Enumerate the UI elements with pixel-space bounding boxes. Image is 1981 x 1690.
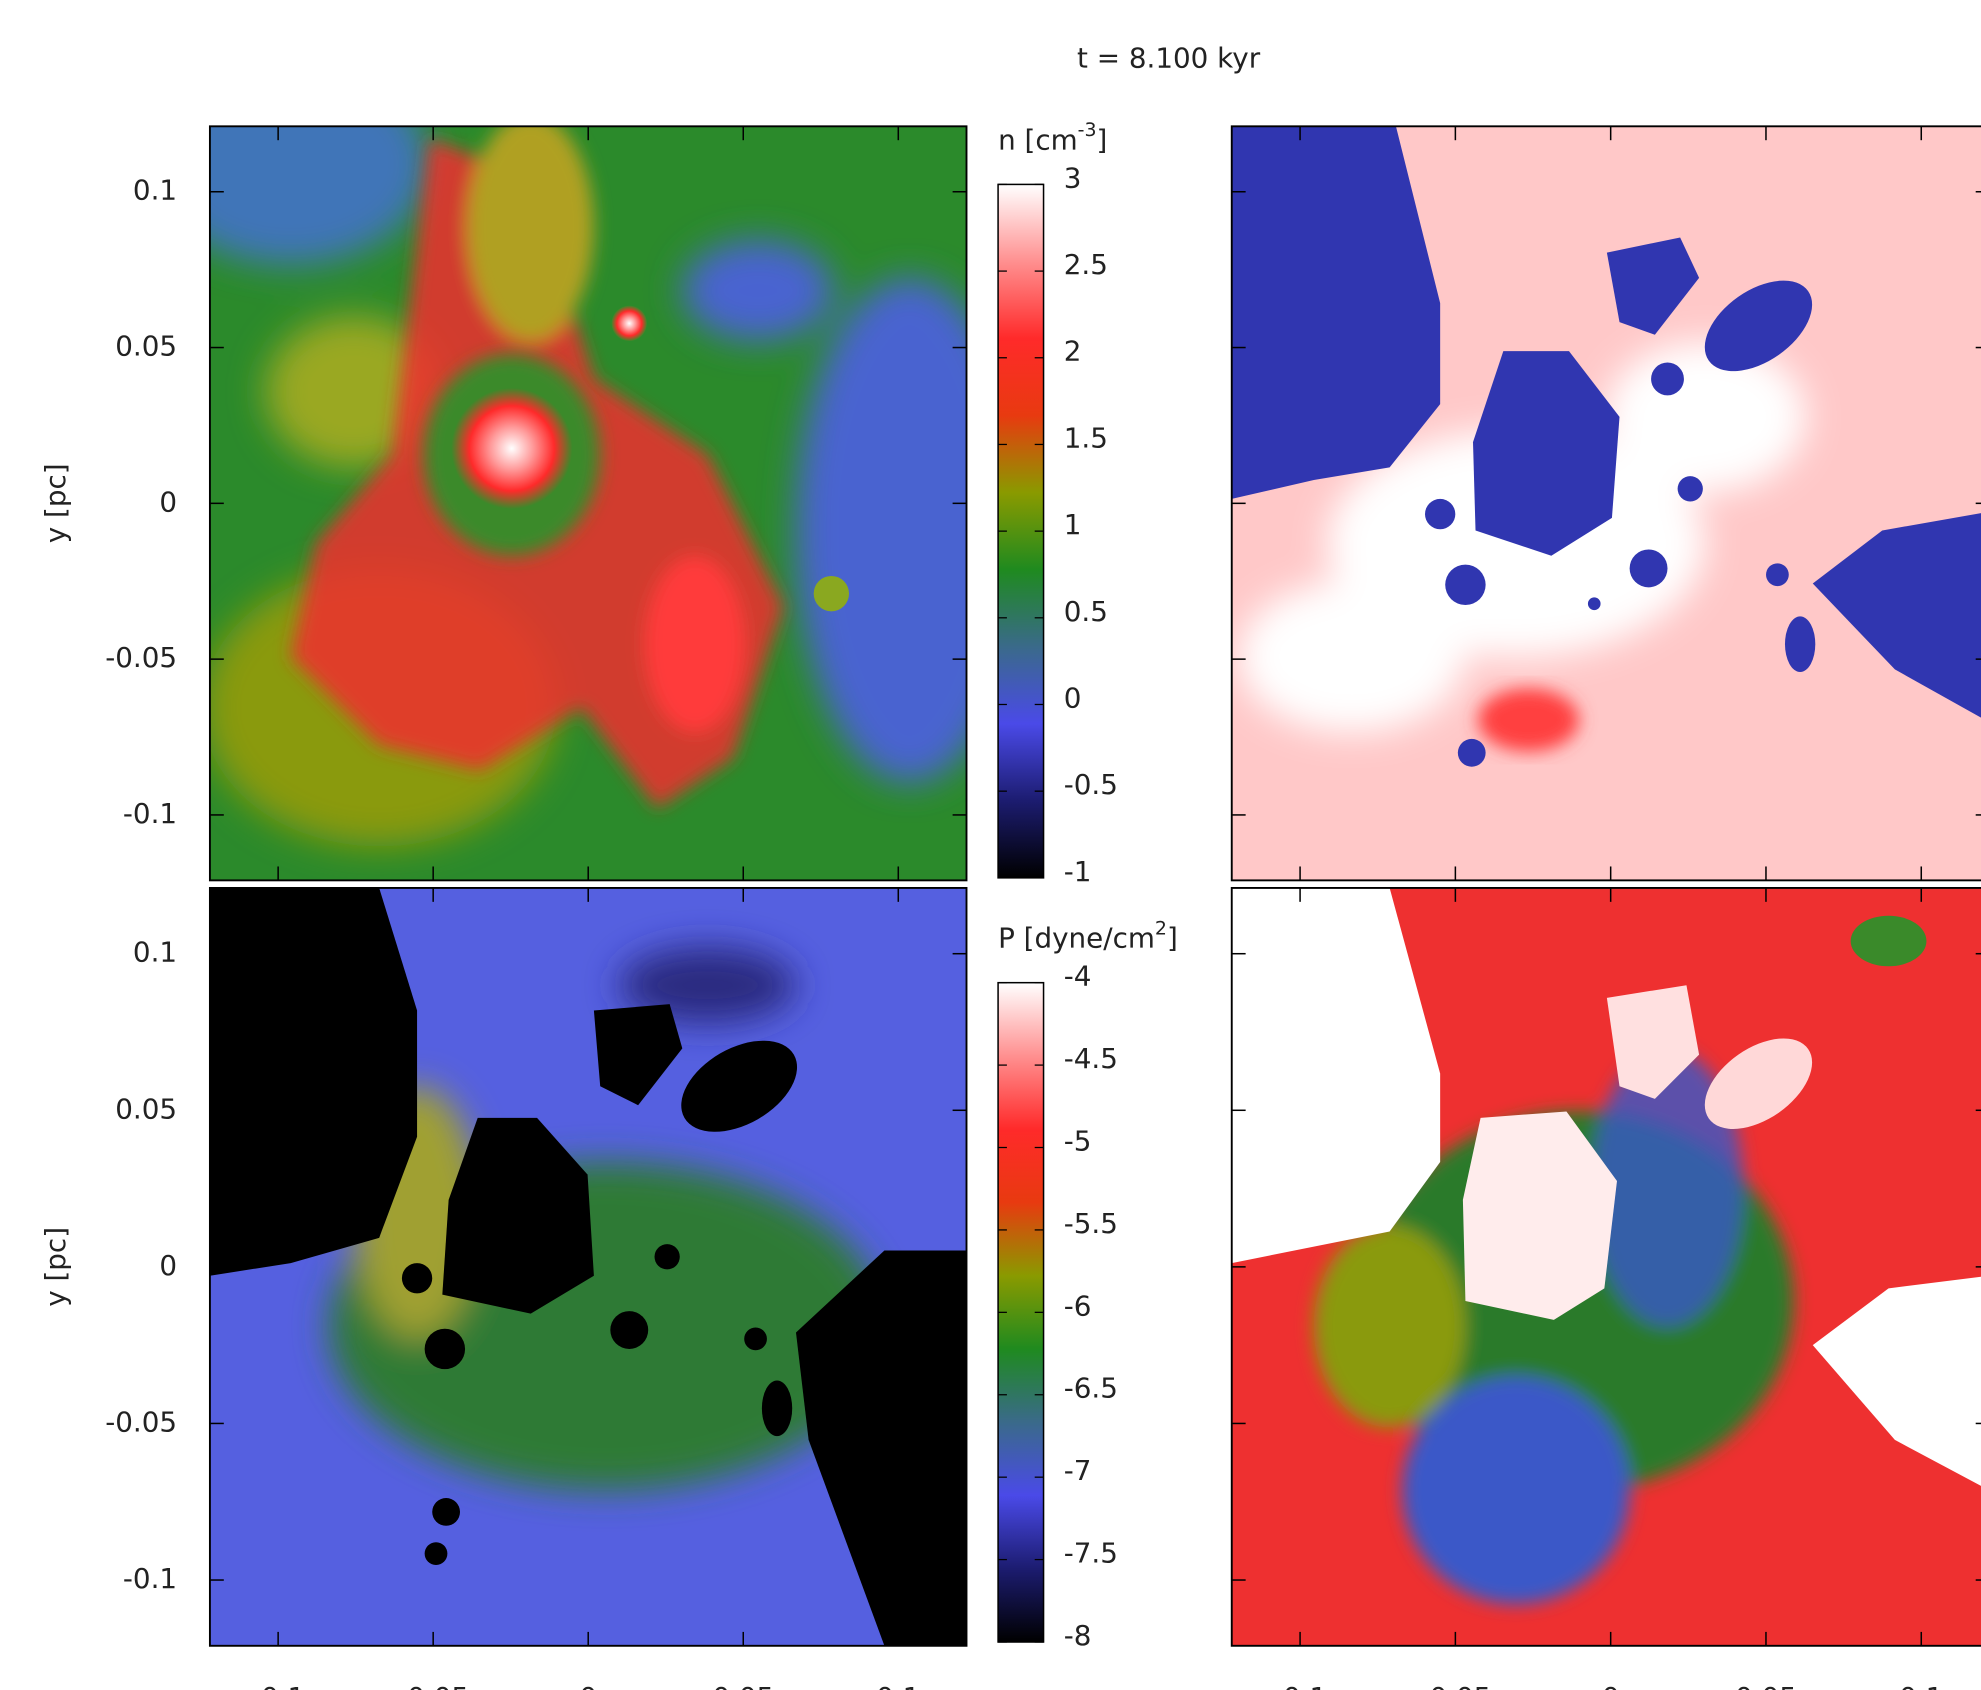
colorbar-tick-label: -5: [1064, 1124, 1092, 1157]
y-tick-label: 0.1: [133, 936, 177, 969]
y-tick-label: 0.05: [115, 1092, 177, 1125]
y-tick-label: -0.05: [105, 1405, 177, 1438]
y-axis-label: y [pc]: [39, 463, 72, 543]
colorbar-tick-label: -1: [1064, 855, 1092, 888]
x-tick-label: -0.05: [397, 1681, 469, 1690]
colorbar-tick-label: 1: [1064, 508, 1082, 541]
colorbar-tick-label: -5.5: [1064, 1207, 1118, 1240]
colorbar-tick-label: 2.5: [1064, 248, 1108, 281]
colorbar-tick-label: -6.5: [1064, 1372, 1118, 1405]
y-axis-label: y [pc]: [39, 1227, 72, 1307]
colorbar-label-end: ]: [1097, 123, 1108, 156]
colorbar-tick-label: -0.5: [1064, 768, 1118, 801]
y-tick-label: 0.1: [133, 174, 177, 207]
y-tick-label: 0: [159, 485, 177, 518]
colorbar-label: n [cm-3]: [998, 119, 1107, 157]
y-tick-label: -0.1: [123, 797, 177, 830]
x-tick-label: 0.05: [712, 1681, 774, 1690]
colorbar-label-sup: 2: [1155, 917, 1167, 939]
y-tick-label: 0: [159, 1249, 177, 1282]
colorbar-tick-label: 2: [1064, 335, 1082, 368]
x-tick-label: -0.05: [1419, 1681, 1491, 1690]
colorbar-label: P [dyne/cm2]: [998, 917, 1178, 955]
colorbar-label-text: P [dyne/cm: [998, 922, 1155, 955]
x-tick-label: 0.1: [876, 1681, 920, 1690]
colorbar-tick-label: 3: [1064, 161, 1082, 194]
colorbar-label-sup: -3: [1078, 119, 1097, 141]
x-tick-label: -0.1: [1273, 1681, 1327, 1690]
pressure-map: [210, 888, 967, 1646]
colorbar-tick-label: -4.5: [1064, 1042, 1118, 1075]
x-tick-label: 0.1: [1899, 1681, 1943, 1690]
colorbar-tick-label: 0: [1064, 681, 1082, 714]
colorbar-label-text: n [cm: [998, 123, 1078, 156]
x-tick-label: -0.1: [251, 1681, 305, 1690]
density-map: [152, 63, 1024, 880]
colorbar-tick-label: -7: [1064, 1454, 1092, 1487]
x-tick-label: 0.05: [1735, 1681, 1797, 1690]
y-tick-label: 0.05: [115, 330, 177, 363]
colorbar-tick-label: -8: [1064, 1619, 1092, 1652]
colorbar-tick-label: 1.5: [1064, 421, 1108, 454]
x-tick-label: 0: [579, 1681, 597, 1690]
colorbar-tick-label: -6: [1064, 1289, 1092, 1322]
colorbar-tick-label: -4: [1064, 960, 1092, 993]
colorbar-tick-label: 0.5: [1064, 595, 1108, 628]
field-map-3: [1232, 888, 1981, 1646]
figure: t = 8.100 kyr: [0, 0, 1981, 1690]
y-tick-label: -0.05: [105, 641, 177, 674]
x-tick-label: 0: [1602, 1681, 1620, 1690]
colorbar-label-end: ]: [1167, 922, 1178, 955]
y-tick-label: -0.1: [123, 1562, 177, 1595]
page: t = 8.100 kyr: [0, 0, 1981, 1690]
colorbar-tick-label: -7.5: [1064, 1537, 1118, 1570]
field-map-1: [1232, 126, 1981, 880]
subtitle: t = 8.100 kyr: [1077, 41, 1261, 74]
